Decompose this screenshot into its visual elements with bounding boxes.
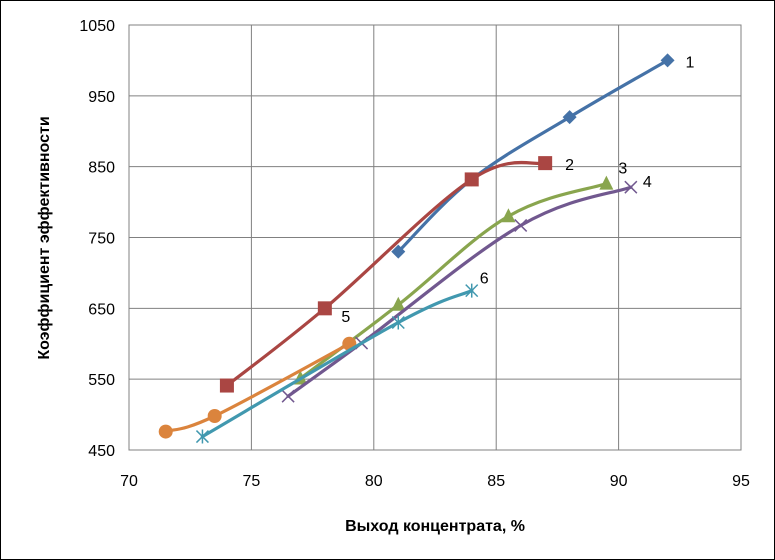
- data-point: [501, 208, 516, 223]
- x-tick-label: 70: [120, 473, 138, 490]
- series-line: [164, 342, 351, 434]
- series-label: 5: [341, 309, 350, 326]
- data-point: [514, 218, 528, 232]
- y-axis-title: Коэффициент эффективности: [36, 116, 53, 359]
- data-point: [624, 180, 638, 194]
- data-point: [562, 110, 577, 125]
- data-point: [538, 156, 553, 171]
- series-layer: [158, 53, 675, 444]
- series-line: [396, 58, 670, 254]
- series-label: 6: [480, 271, 489, 288]
- data-point: [391, 244, 406, 259]
- data-point: [464, 172, 479, 187]
- y-tick-label: 750: [88, 231, 115, 248]
- series-line: [286, 185, 633, 398]
- series-label: 3: [618, 161, 627, 178]
- data-point: [391, 315, 405, 330]
- data-point: [158, 424, 173, 439]
- x-axis-title: Выход концентрата, %: [345, 518, 525, 535]
- y-tick-label: 450: [88, 443, 115, 460]
- series-line: [225, 160, 547, 388]
- series-labels: 1 2 34 5 6: [341, 54, 694, 325]
- x-tick-label: 85: [487, 473, 505, 490]
- data-point: [660, 53, 675, 68]
- x-tick-label: 75: [243, 473, 261, 490]
- data-point: [207, 409, 222, 423]
- tick-labels: 70 75 80 85 90 95 450 550 650 750 850 950 1050: [79, 18, 750, 490]
- x-tick-label: 90: [610, 473, 628, 490]
- y-tick-label: 650: [88, 301, 115, 318]
- data-point: [391, 296, 406, 311]
- series-6: [195, 283, 479, 444]
- data-point: [317, 301, 332, 316]
- y-tick-label: 1050: [79, 18, 115, 35]
- data-point: [465, 283, 479, 298]
- data-point: [219, 378, 234, 393]
- grid-lines: [129, 25, 741, 450]
- y-tick-label: 850: [88, 160, 115, 177]
- x-tick-label: 80: [365, 473, 383, 490]
- y-tick-label: 550: [88, 372, 115, 389]
- y-tick-label: 950: [88, 89, 115, 106]
- series-label: 1: [686, 54, 695, 71]
- data-point: [281, 389, 295, 403]
- series-2: [219, 156, 553, 393]
- series-label: 2: [565, 157, 574, 174]
- series-label: 4: [643, 174, 652, 191]
- data-point: [195, 429, 209, 444]
- series-line: [200, 289, 474, 439]
- x-tick-label: 95: [732, 473, 750, 490]
- data-point: [599, 175, 614, 190]
